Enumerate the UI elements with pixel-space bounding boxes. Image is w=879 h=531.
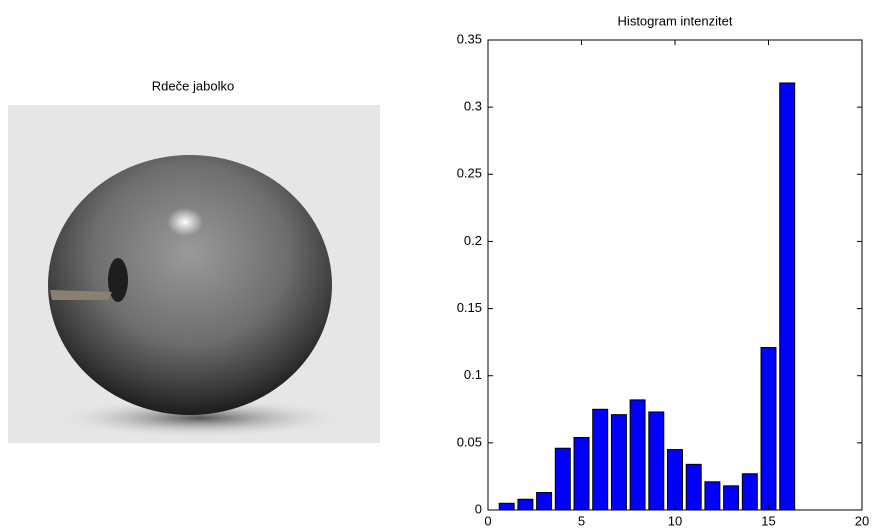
bar [517, 498, 534, 511]
bar [573, 436, 590, 511]
y-tick-label: 0.05 [457, 434, 482, 449]
bar [648, 411, 665, 511]
bar [498, 502, 515, 511]
y-tick-label: 0.35 [457, 31, 482, 46]
bar [629, 399, 646, 511]
chart-title: Histogram intenzitet [618, 13, 733, 28]
bar [741, 473, 758, 511]
bar [592, 408, 609, 511]
bar [723, 485, 740, 511]
bar [536, 492, 553, 511]
bar [610, 414, 627, 511]
x-tick-label: 15 [761, 513, 775, 528]
x-tick-label: 0 [484, 513, 491, 528]
bar [779, 82, 796, 511]
bar [760, 347, 777, 511]
axes-box [487, 39, 863, 511]
plot-area [487, 39, 863, 511]
bar [685, 463, 702, 511]
y-tick-label: 0.25 [457, 166, 482, 181]
bar [554, 447, 571, 511]
y-tick-label: 0.15 [457, 300, 482, 315]
x-tick-label: 10 [668, 513, 682, 528]
image-title: Rdeče jabolko [152, 78, 234, 93]
y-tick-label: 0.3 [464, 99, 482, 114]
apple-photo [8, 105, 380, 443]
bar [667, 449, 683, 511]
y-tick-label: 0 [475, 501, 482, 516]
bar [704, 481, 721, 511]
y-tick-label: 0.1 [464, 367, 482, 382]
y-tick-label: 0.2 [464, 233, 482, 248]
x-tick-label: 5 [578, 513, 585, 528]
x-tick-label: 20 [855, 513, 869, 528]
